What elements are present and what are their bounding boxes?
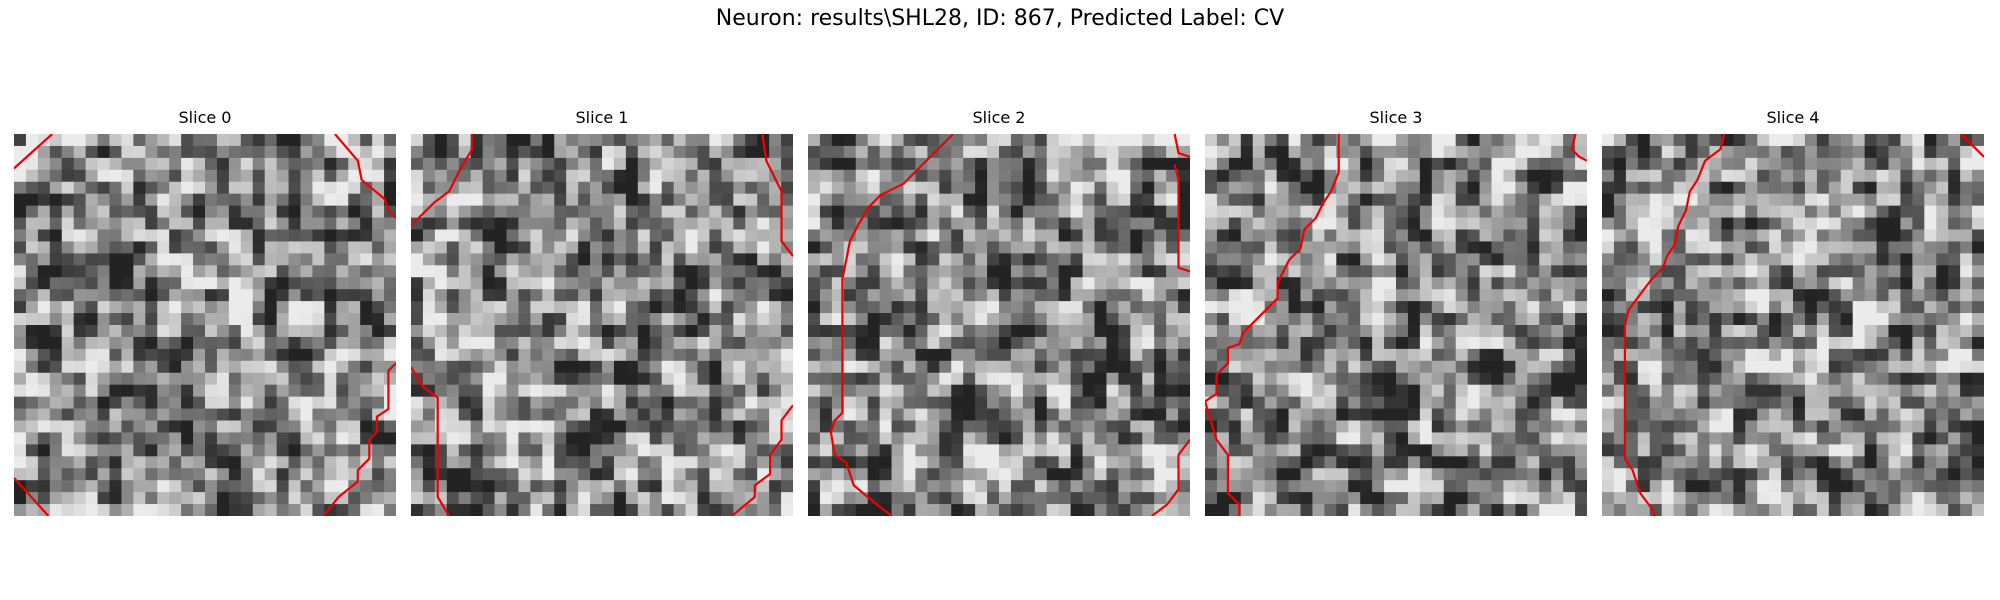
slice-3-contour-1 (1570, 134, 1587, 162)
slice-1-title: Slice 1 (575, 108, 629, 127)
slice-1-contour-2 (411, 366, 451, 516)
figure-title: Neuron: results\SHL28, ID: 867, Predicte… (715, 6, 1285, 31)
slice-3-title: Slice 3 (1369, 108, 1423, 127)
slice-1-contour-0 (411, 134, 474, 227)
slice-2-contour-3 (1151, 438, 1190, 516)
slice-0-image (14, 134, 396, 516)
slice-4-contour-0 (1623, 134, 1726, 516)
slice-2-contour-1 (1173, 134, 1190, 158)
slice-4-image (1602, 134, 1984, 516)
slice-3-image (1205, 134, 1587, 516)
slice-4-contour-1 (1960, 134, 1984, 158)
slice-1-contour-3 (731, 404, 793, 516)
slice-0-contour-1 (334, 134, 396, 219)
slice-2-image (808, 134, 1190, 516)
slice-2-title: Slice 2 (972, 108, 1026, 127)
slice-4-title: Slice 4 (1766, 108, 1820, 127)
slice-1-contour-1 (761, 134, 793, 257)
slice-2-contour-2 (1173, 164, 1190, 273)
slice-0-contour-2 (14, 477, 50, 516)
slice-0-contour-3 (322, 362, 396, 516)
slice-0-title: Slice 0 (178, 108, 232, 127)
slice-0-contour-0 (14, 134, 53, 170)
slice-1-image (411, 134, 793, 516)
slice-2-contour-0 (829, 134, 954, 516)
slice-3-contour-0 (1205, 134, 1340, 516)
